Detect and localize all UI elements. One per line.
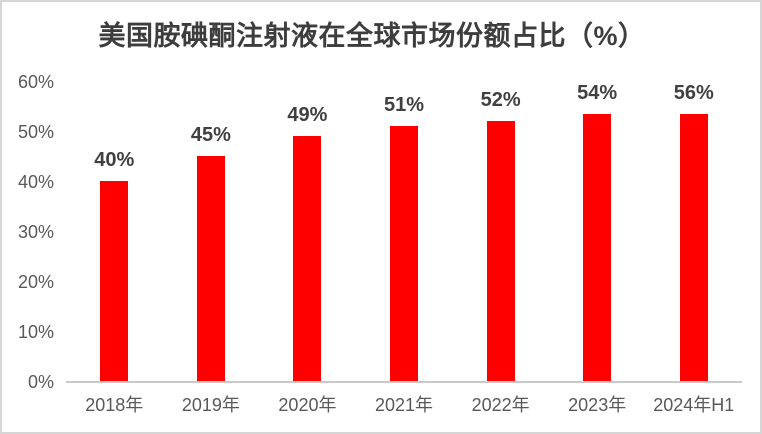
y-tick-label: 20% — [17, 272, 54, 292]
bar — [679, 114, 708, 381]
bar — [100, 181, 129, 381]
x-axis-line — [66, 381, 742, 383]
x-axis-labels: 2018年 2019年 2020年 2021年 2022年 2023年 2024年H1 — [66, 393, 742, 417]
x-axis-label: 2018年 — [85, 395, 144, 415]
bar-value-label: 51% — [384, 94, 425, 116]
y-tick-label: 0% — [27, 372, 54, 392]
y-tick-label: 40% — [17, 172, 54, 192]
x-axis-label: 2021年 — [375, 395, 434, 415]
bar-group-2021年: 51% — [356, 81, 453, 381]
x-axis-label: 2024年H1 — [653, 395, 735, 415]
bar-value-label: 45% — [190, 124, 231, 146]
y-tick-label: 30% — [17, 222, 54, 242]
bar — [583, 114, 612, 381]
x-axis-label: 2023年 — [568, 395, 627, 415]
x-axis-label: 2022年 — [471, 395, 530, 415]
bar-value-label: 52% — [480, 89, 521, 111]
y-tick-label: 10% — [17, 322, 54, 342]
bar-group-2020年: 49% — [259, 81, 356, 381]
chart-title: 美国胺碘酮注射液在全球市场份额占比（%） — [98, 21, 646, 51]
bar-group-2022年: 52% — [452, 81, 549, 381]
bar — [293, 136, 322, 381]
bar — [486, 121, 515, 381]
bar-value-label: 49% — [287, 104, 328, 126]
x-axis-label: 2019年 — [181, 395, 240, 415]
bar-group-2018年: 40% — [66, 81, 163, 381]
bar — [390, 126, 419, 381]
bar-group-2024年H1: 56% — [645, 81, 742, 381]
bar — [196, 156, 225, 381]
bar-value-label: 54% — [577, 82, 618, 104]
bar-group-2023年: 54% — [549, 81, 646, 381]
x-axis-label: 2020年 — [278, 395, 337, 415]
bar-value-label: 40% — [94, 149, 135, 171]
y-tick-label: 60% — [17, 72, 54, 92]
bar-value-label: 56% — [673, 82, 714, 104]
plot-area: 40% 45% 49% 51% 52% 54% 56% — [66, 81, 742, 381]
bar-group-2019年: 45% — [163, 81, 260, 381]
y-tick-label: 50% — [17, 122, 54, 142]
